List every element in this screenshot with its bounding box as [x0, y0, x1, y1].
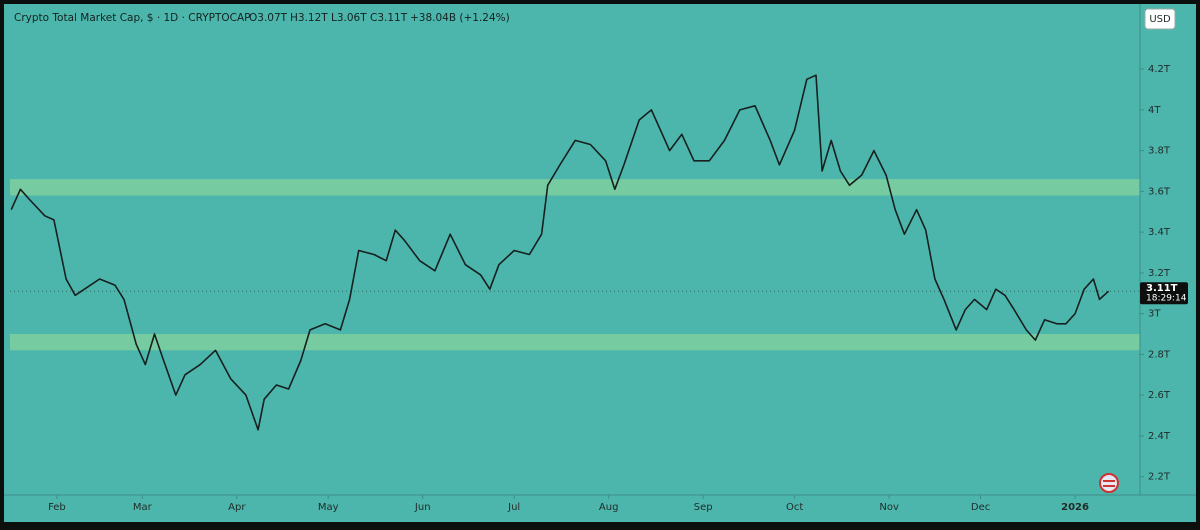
open: O3.07T: [249, 12, 288, 24]
x-tick-label: Oct: [786, 502, 803, 513]
x-tick-label: Feb: [48, 502, 66, 513]
x-tick-label: 2026: [1061, 502, 1089, 513]
y-tick-label: 3T: [1148, 309, 1161, 320]
zone: [10, 179, 1140, 196]
chart-title: Crypto Total Market Cap, $ · 1D · CRYPTO…: [14, 12, 251, 24]
x-tick-label: Sep: [694, 502, 713, 513]
y-tick-label: 3.6T: [1148, 186, 1171, 197]
zone: [10, 334, 1140, 351]
y-tick-label: 3.4T: [1148, 227, 1171, 238]
y-tick-label: 4.2T: [1148, 64, 1171, 75]
last-price-label: 3.11T: [1146, 283, 1178, 294]
y-tick-label: 4T: [1148, 105, 1161, 116]
x-tick-label: Apr: [228, 502, 246, 513]
low: L3.06T: [331, 12, 367, 24]
countdown: 18:29:14: [1146, 294, 1187, 304]
high: H3.12T: [290, 12, 328, 24]
x-tick-label: Jul: [507, 502, 520, 513]
currency-label[interactable]: USD: [1149, 14, 1171, 25]
x-tick-label: Dec: [971, 502, 990, 513]
currency-button[interactable]: [1144, 8, 1176, 30]
y-tick-label: 2.6T: [1148, 390, 1171, 401]
flag-icon: [1099, 473, 1119, 493]
price-line: [10, 74, 1110, 431]
y-tick-label: 3.2T: [1148, 268, 1171, 279]
y-tick-label: 2.2T: [1148, 472, 1171, 483]
change: +38.04B (+1.24%): [410, 12, 510, 24]
x-tick-label: Jun: [414, 502, 431, 513]
x-tick-label: Nov: [879, 502, 899, 513]
y-tick-label: 2.4T: [1148, 431, 1171, 442]
y-tick-label: 3.8T: [1148, 146, 1171, 157]
y-tick-label: 2.8T: [1148, 349, 1171, 360]
x-tick-label: May: [318, 502, 339, 513]
chart-background: [4, 4, 1196, 522]
last-price-box: [1140, 282, 1188, 305]
x-tick-label: Mar: [133, 502, 153, 513]
close: C3.11T: [370, 12, 408, 24]
x-tick-label: Aug: [599, 502, 619, 513]
